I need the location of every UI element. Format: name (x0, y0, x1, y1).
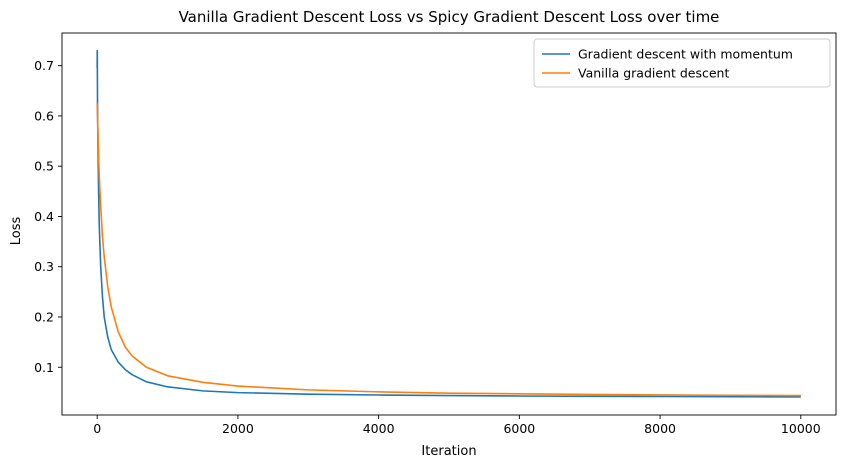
series-line-2 (96, 103, 801, 397)
x-tick-label: 6000 (503, 421, 535, 436)
y-tick-label: 0.2 (34, 309, 54, 324)
x-axis-label: Iteration (421, 444, 476, 459)
chart-title: Vanilla Gradient Descent Loss vs Spicy G… (179, 8, 720, 26)
x-tick-label: 10000 (781, 421, 821, 436)
y-axis-label: Loss (9, 217, 24, 246)
y-tick-label: 0.7 (34, 58, 54, 73)
y-tick-label: 0.4 (34, 209, 54, 224)
y-tick-label: 0.3 (34, 259, 54, 274)
x-tick-label: 2000 (222, 421, 254, 436)
y-tick-label: 0.6 (34, 108, 54, 123)
x-tick-label: 0 (93, 421, 101, 436)
y-tick-label: 0.5 (34, 159, 54, 174)
legend-box (533, 38, 831, 88)
legend-label-1: Gradient descent with momentum (578, 47, 793, 62)
axes-frame (61, 32, 837, 416)
x-tick-label: 4000 (363, 421, 395, 436)
legend: Gradient descent with momentum Vanilla gr… (533, 38, 831, 88)
y-tick-label: 0.1 (34, 360, 54, 375)
x-tick-label: 8000 (644, 421, 676, 436)
legend-label-2: Vanilla gradient descent (578, 66, 729, 81)
axes: 0 2000 4000 6000 8000 10000 0.1 0.2 0.3 0.4 0.5 0.6… (34, 32, 837, 436)
series-line-1 (96, 49, 801, 398)
plot-area (96, 49, 801, 398)
